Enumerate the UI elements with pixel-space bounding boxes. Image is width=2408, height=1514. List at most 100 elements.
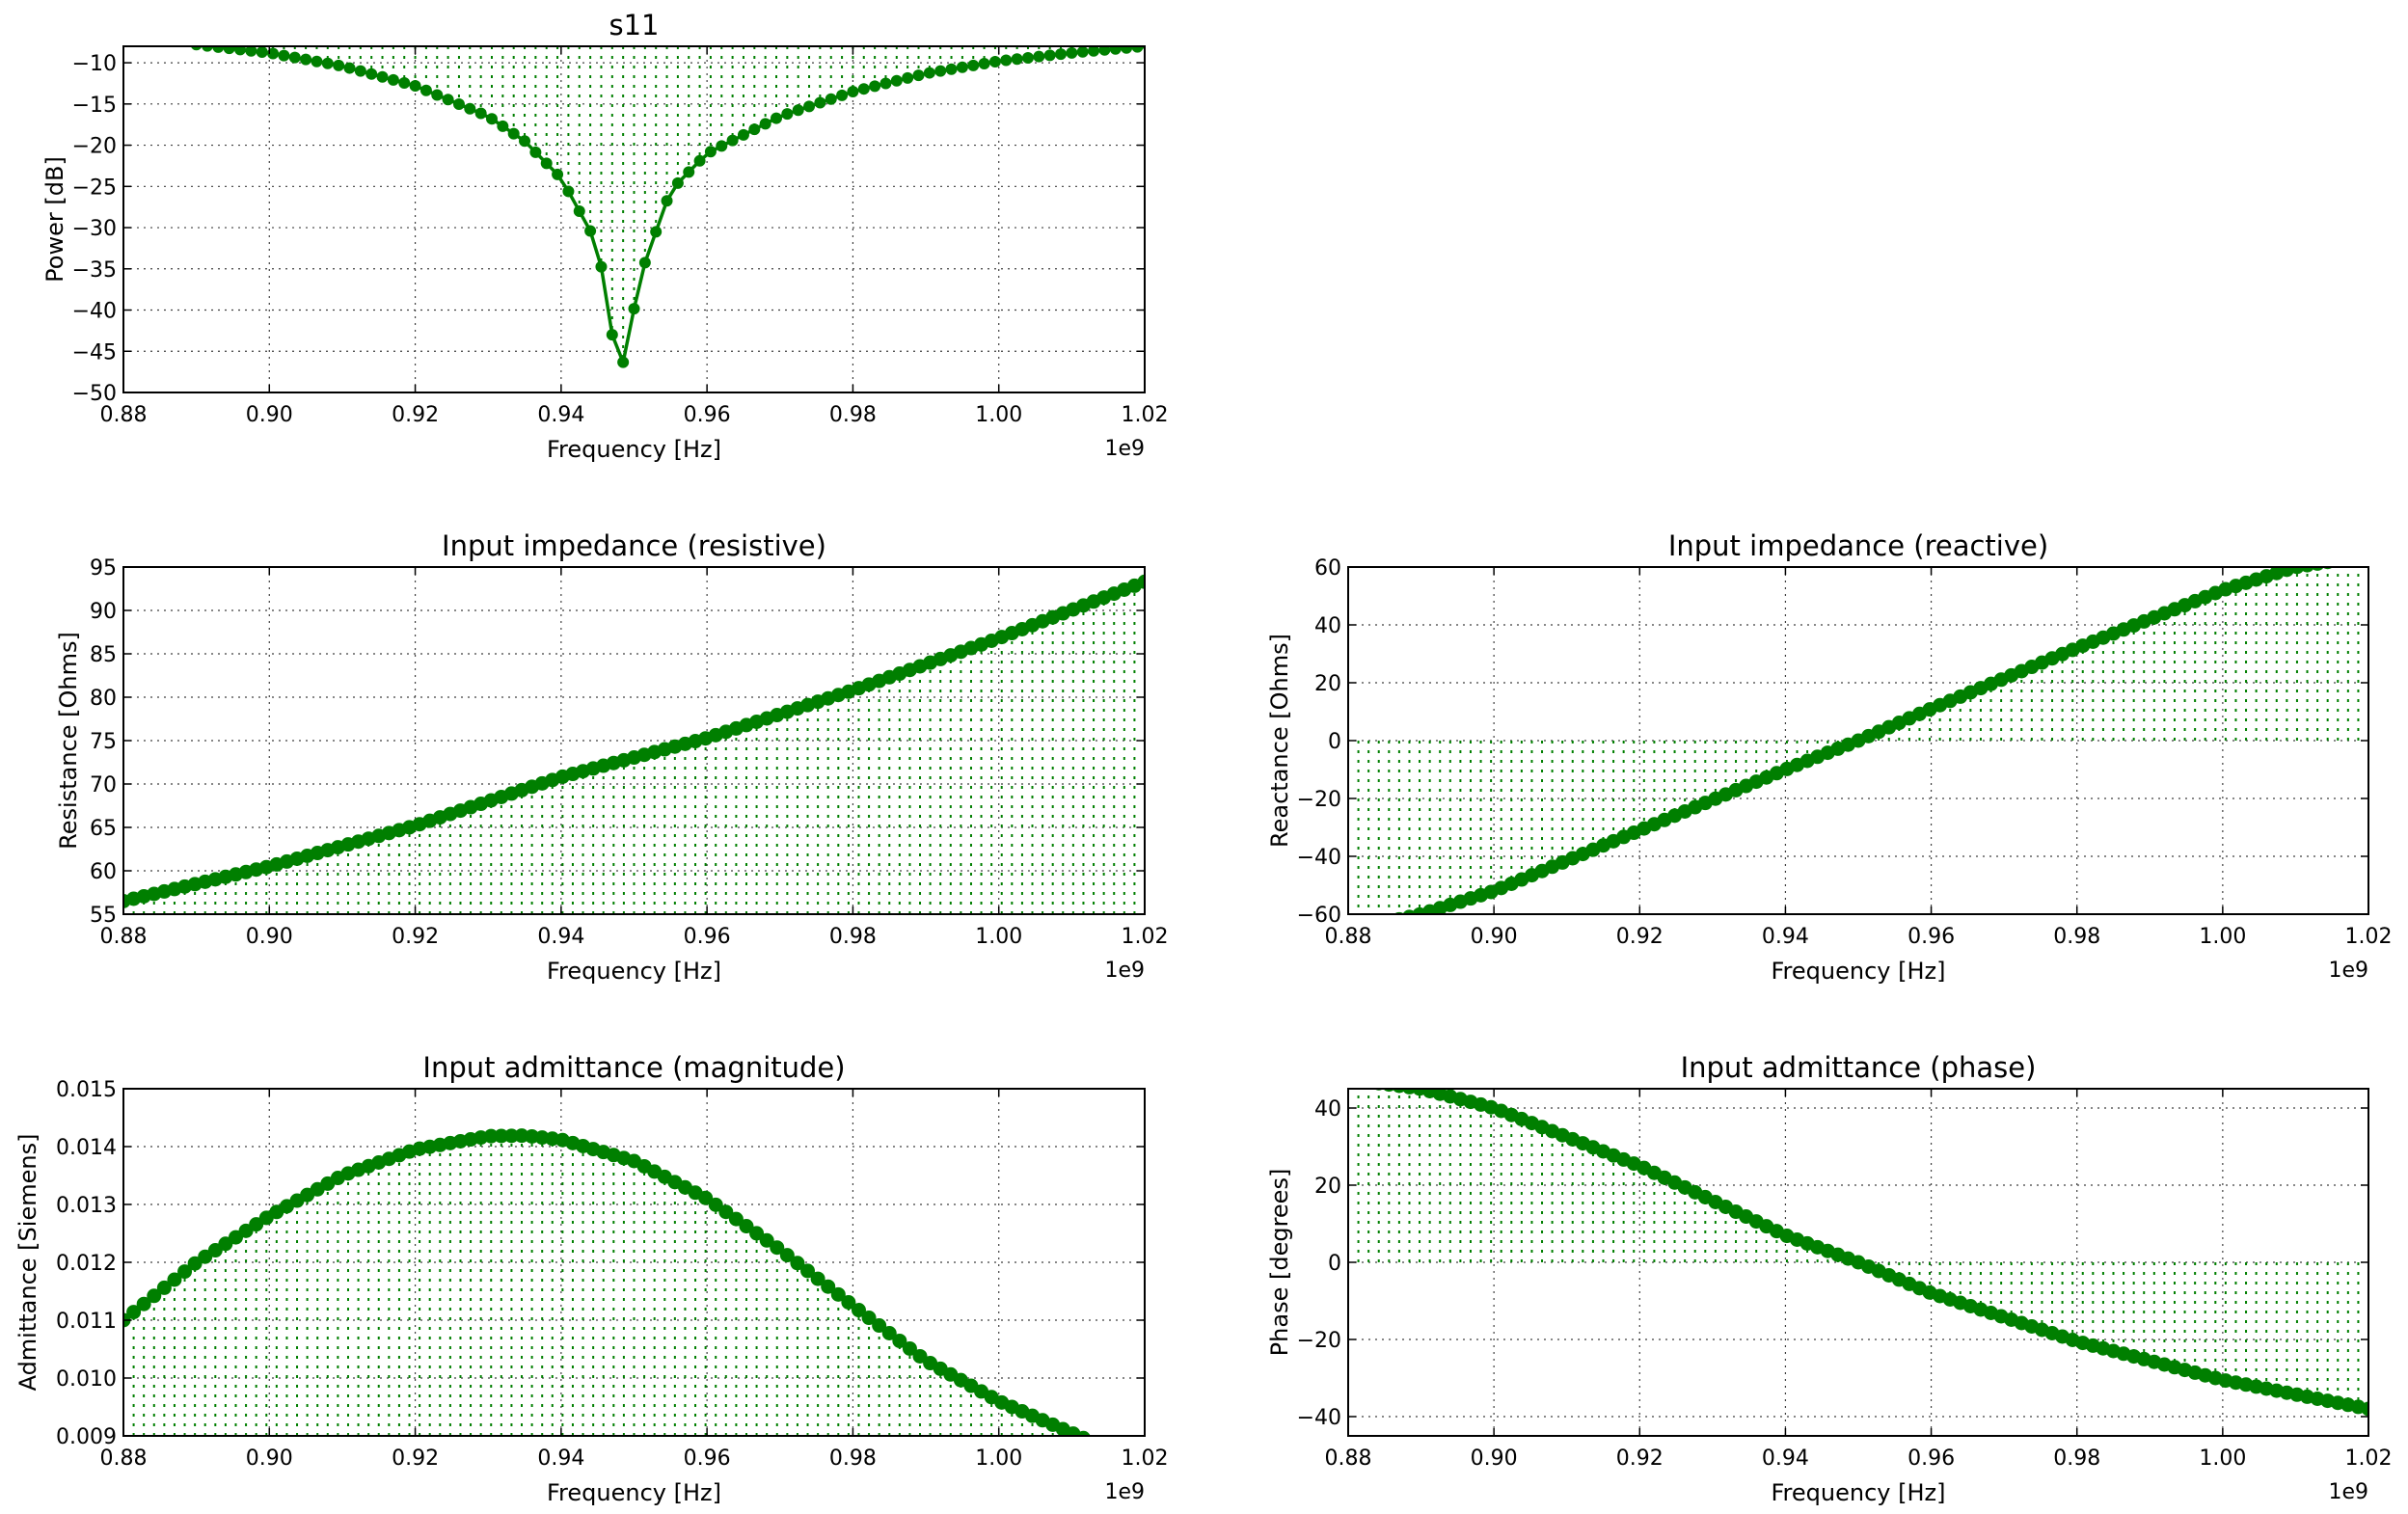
data-point <box>431 89 444 101</box>
x-axis-label: Frequency [Hz] <box>1772 958 1946 985</box>
chart-title: s11 <box>609 9 659 41</box>
data-point <box>234 46 247 56</box>
x-tick-label: 0.98 <box>2053 925 2100 949</box>
x-tick-label: 0.90 <box>1471 1446 1518 1471</box>
chart-admittance_mag: 0.88 0.90 0.92 0.94 0.96 0.98 1.00 1.02 0.009 0.0… <box>14 1051 1168 1506</box>
data-point <box>190 46 203 51</box>
ticks <box>122 566 1146 915</box>
data-point <box>595 260 608 273</box>
markers <box>1393 567 2341 914</box>
data-point <box>771 112 783 124</box>
data-point <box>792 104 804 117</box>
y-tick-label: −35 <box>72 258 117 283</box>
data-point <box>464 102 476 115</box>
data-point <box>1098 46 1111 56</box>
y-tick-label: 60 <box>1314 556 1341 581</box>
data-point <box>202 46 213 52</box>
data-point <box>1137 574 1145 589</box>
data-point <box>288 51 301 64</box>
x-tick-label: 0.98 <box>829 403 877 427</box>
data-point <box>728 1211 744 1227</box>
data-point <box>177 1264 193 1280</box>
data-point <box>1055 48 1068 61</box>
data-point <box>442 94 454 106</box>
y-tick-label: −20 <box>1297 788 1341 812</box>
grid <box>1348 567 2368 914</box>
data-point <box>770 1240 785 1256</box>
data-point <box>759 118 771 130</box>
data-point <box>1033 50 1045 63</box>
data-point <box>978 57 990 69</box>
data-point <box>779 1248 795 1263</box>
data-point <box>716 140 728 152</box>
data-point <box>825 93 837 105</box>
y-tick-label: 0.010 <box>56 1367 117 1392</box>
chart-title: Input admittance (phase) <box>1681 1051 2037 1084</box>
y-tick-label: 0 <box>1328 1252 1341 1276</box>
data-point <box>869 80 881 93</box>
y-tick-label: 55 <box>90 904 117 928</box>
chart-admittance_phase: 0.88 0.90 0.92 0.94 0.96 0.98 1.00 1.02 −40 −20 0 2… <box>1266 1051 2392 1506</box>
data-point <box>881 1326 897 1340</box>
data-point <box>485 113 498 125</box>
y-tick-label: 0.013 <box>56 1194 117 1218</box>
data-point <box>956 61 968 73</box>
data-point <box>1088 46 1100 57</box>
y-tick-label: 40 <box>1314 614 1341 638</box>
data-point <box>836 89 849 101</box>
data-point <box>1076 1430 1091 1436</box>
data-point <box>1109 46 1122 55</box>
data-point <box>321 57 334 69</box>
data-point <box>156 1280 172 1295</box>
x-tick-label: 0.88 <box>100 1446 148 1471</box>
x-tick-label: 0.98 <box>2053 1446 2100 1471</box>
data-point <box>167 1272 182 1287</box>
x-tick-label: 1.02 <box>1122 403 1169 427</box>
x-tick-label: 0.96 <box>684 1446 731 1471</box>
data-point <box>988 56 1001 68</box>
x-tick-label: 0.96 <box>684 403 731 427</box>
x-tick-label: 0.98 <box>829 925 877 949</box>
markers <box>123 1128 1096 1436</box>
x-tick-label: 0.96 <box>1907 1446 1955 1471</box>
plot-area <box>123 574 1145 914</box>
data-point <box>912 1348 928 1364</box>
data-point <box>726 134 739 147</box>
x-tick-label: 1.02 <box>2345 925 2393 949</box>
data-point <box>902 1340 917 1356</box>
stems <box>123 581 1145 914</box>
data-point <box>617 356 630 368</box>
x-tick-label: 1.00 <box>975 403 1022 427</box>
x-offset-label: 1e9 <box>2328 1480 2368 1504</box>
data-point <box>879 77 892 90</box>
x-axis-label: Frequency [Hz] <box>1772 1479 1946 1506</box>
data-point <box>748 123 761 136</box>
data-point <box>278 49 290 62</box>
data-point <box>830 1286 846 1302</box>
data-point <box>497 120 509 132</box>
y-tick-label: 20 <box>1314 1175 1341 1199</box>
x-tick-label: 0.94 <box>537 403 584 427</box>
y-axis-label: Resistance [Ohms] <box>55 632 82 850</box>
data-point <box>683 166 695 178</box>
data-point <box>923 67 935 79</box>
stems <box>1348 567 2368 914</box>
data-point <box>483 1128 499 1144</box>
data-point <box>256 46 268 58</box>
data-point <box>1121 46 1133 54</box>
x-tick-label: 1.00 <box>975 1446 1022 1471</box>
data-point <box>409 80 421 93</box>
x-tick-label: 0.88 <box>100 403 148 427</box>
stems <box>123 1135 1074 1436</box>
data-point <box>474 107 487 120</box>
data-point <box>781 108 794 121</box>
x-tick-label: 0.94 <box>1762 925 1809 949</box>
data-point <box>912 69 925 82</box>
data-point <box>851 1303 866 1318</box>
data-point <box>245 46 257 57</box>
data-point <box>1000 54 1013 67</box>
y-axis-label: Power [dB] <box>41 156 68 283</box>
x-tick-label: 0.90 <box>1471 925 1518 949</box>
y-tick-label: 95 <box>90 556 117 581</box>
